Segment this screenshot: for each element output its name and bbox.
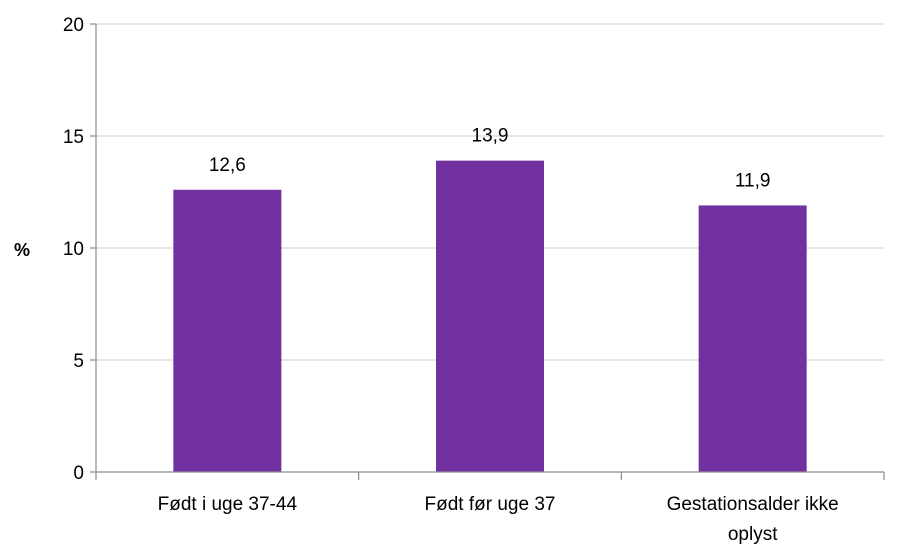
y-tick-label: 15: [63, 127, 84, 148]
y-tick-label: 10: [63, 239, 84, 260]
x-tick-label: Født før uge 37: [425, 494, 556, 515]
data-label: 13,9: [472, 126, 509, 147]
data-label: 12,6: [209, 155, 246, 176]
x-tick-label: Gestationsalder ikke: [667, 494, 839, 515]
axes: [90, 23, 885, 480]
data-label: 11,9: [735, 170, 771, 191]
bars: [173, 160, 807, 472]
bar: [173, 189, 282, 472]
bar: [698, 205, 807, 472]
x-tick-label: Født i uge 37-44: [158, 494, 298, 515]
bar: [436, 160, 544, 472]
x-tick-label: oplyst: [728, 524, 778, 545]
y-tick-label: 20: [63, 15, 84, 36]
y-tick-label: 5: [73, 351, 84, 372]
y-tick-label: 0: [73, 463, 84, 484]
y-axis-title: %: [14, 240, 30, 260]
labels: 0 5 10 15 20 12,6 Født i uge 37-44 13,9 Født før…: [63, 15, 839, 545]
